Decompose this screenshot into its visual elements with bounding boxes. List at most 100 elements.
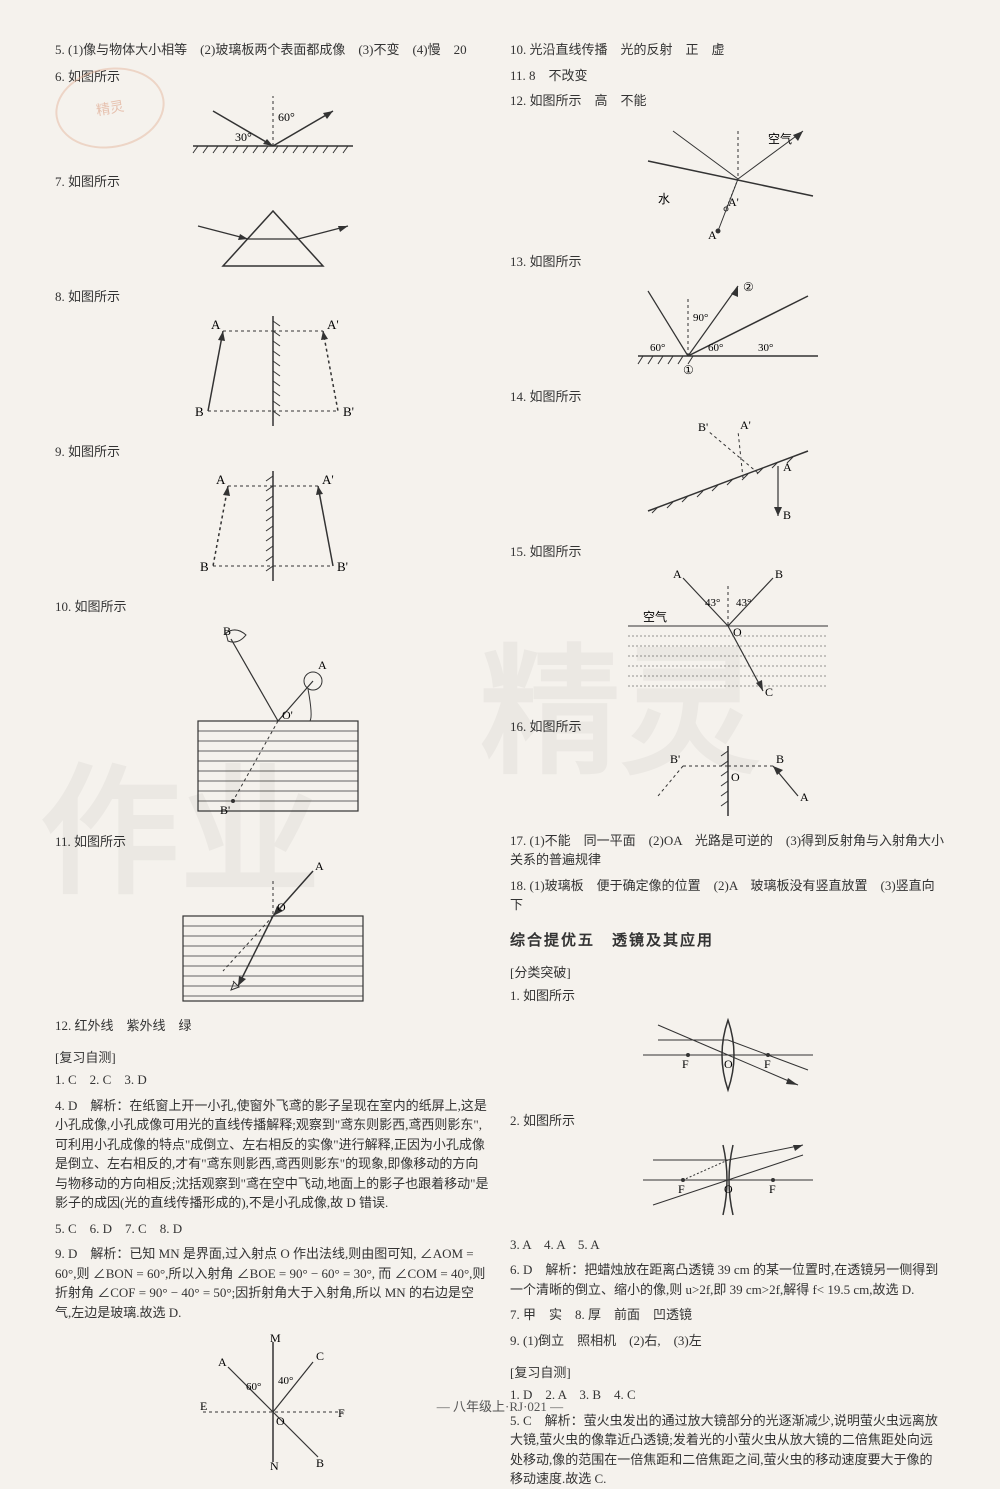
svg-text:30°: 30° [758,342,773,354]
svg-text:B: B [200,559,209,574]
svg-text:②: ② [743,280,754,294]
rq11: 11. 8 不改变 [510,66,945,86]
rq13: 13. 如图所示 [510,251,945,270]
q7: 7. 如图所示 [55,171,490,190]
svg-text:B: B [776,752,784,766]
svg-text:B': B' [220,803,230,817]
svg-text:60°: 60° [650,342,665,354]
svg-text:A: A [673,567,682,581]
svg-text:B: B [783,508,791,522]
svg-text:B: B [775,567,783,581]
rra5: 5. C 解析：萤火虫发出的通过放大镜部分的光逐渐减少,说明萤火虫远离放大镜,萤… [510,1411,945,1489]
svg-text:A': A' [728,195,739,209]
page-footer: — 八年级上·RJ·021 — [0,1396,1000,1415]
svg-text:A: A [216,472,226,487]
svg-text:A': A' [327,317,339,332]
svg-text:O': O' [282,708,293,722]
q10l: 10. 如图所示 [55,596,490,615]
svg-text:A: A [800,790,809,804]
diagram-11l: A O [55,856,490,1006]
svg-text:F: F [764,1057,771,1071]
svg-text:B': B' [343,404,354,419]
svg-text:B': B' [670,752,680,766]
svg-text:空气: 空气 [768,131,792,146]
page-container: 5. (1)像与物体大小相等 (2)玻璃板两个表面都成像 (3)不变 (4)慢 … [55,40,945,1360]
diagram-r16: A B B' O [510,741,945,821]
svg-text:O: O [724,1057,733,1071]
rq12: 12. 如图所示 高 不能 [510,91,945,111]
rq18: 18. (1)玻璃板 便于确定像的位置 (2)A 玻璃板没有竖直放置 (3)竖直… [510,876,945,915]
rq14: 14. 如图所示 [510,386,945,405]
svg-text:A': A' [322,472,334,487]
la5: 5. C 6. D 7. C 8. D [55,1219,490,1239]
rr6: 6. D 解析：把蜡烛放在距离凸透镜 39 cm 的某一位置时,在透镜另一侧得到… [510,1260,945,1299]
q9: 9. 如图所示 [55,441,490,460]
section-5-title: 综合提优五 透镜及其应用 [510,929,945,950]
q5: 5. (1)像与物体大小相等 (2)玻璃板两个表面都成像 (3)不变 (4)慢 … [55,40,490,60]
svg-text:A: A [315,859,324,873]
diagram-rr1: F O F [510,1010,945,1100]
rq15: 15. 如图所示 [510,541,945,560]
cat-header-right: [分类突破] [510,962,945,981]
left-column: 5. (1)像与物体大小相等 (2)玻璃板两个表面都成像 (3)不变 (4)慢 … [55,40,490,1360]
diagram-6: 60° 30° [55,91,490,161]
svg-text:A: A [211,317,221,332]
q12l: 12. 红外线 紫外线 绿 [55,1016,490,1036]
rr7: 7. 甲 实 8. 厚 前面 凹透镜 [510,1305,945,1325]
diagram-9: A A' B B' [55,466,490,586]
diagram-r12: 空气 水 A A' [510,121,945,241]
diagram-r14: A B A' B' [510,411,945,531]
diagram-8: A A' B B' [55,311,490,431]
svg-text:F: F [769,1182,776,1196]
q8: 8. 如图所示 [55,286,490,305]
diagram-r13: 60° 90° 60° 30° ① ② [510,276,945,376]
la4: 4. D 解析：在纸窗上开一小孔,使窗外飞鸢的影子呈现在室内的纸屏上,这是小孔成… [55,1096,490,1213]
review-header-left: [复习自测] [55,1047,490,1066]
la9: 9. D 解析：已知 MN 是界面,过入射点 O 作出法线,则由图可知, ∠AO… [55,1244,490,1322]
rq10: 10. 光沿直线传播 光的反射 正 虚 [510,40,945,60]
svg-text:B': B' [698,420,708,434]
svg-text:60°: 60° [246,1381,261,1393]
svg-text:O: O [276,1414,285,1428]
right-column: 10. 光沿直线传播 光的反射 正 虚 11. 8 不改变 12. 如图所示 高… [510,40,945,1360]
diagram-rr2: F O F [510,1135,945,1225]
svg-text:①: ① [683,363,694,376]
rr2: 2. 如图所示 [510,1110,945,1129]
svg-text:C: C [316,1349,324,1363]
rq17: 17. (1)不能 同一平面 (2)OA 光路是可逆的 (3)得到反射角与入射角… [510,831,945,870]
svg-text:90°: 90° [693,312,708,324]
svg-text:A: A [318,658,327,672]
svg-text:M: M [270,1332,281,1345]
diagram-r15: A B C O 空气 43° 43° [510,566,945,706]
q11l: 11. 如图所示 [55,831,490,850]
svg-text:60°: 60° [708,342,723,354]
svg-text:B': B' [337,559,348,574]
q6: 6. 如图所示 [55,66,490,85]
svg-text:F: F [678,1182,685,1196]
svg-text:O: O [724,1182,733,1196]
svg-text:B: B [223,624,231,638]
svg-text:C: C [765,685,773,699]
svg-text:A: A [783,460,792,474]
svg-text:A': A' [740,418,751,432]
review-header-right: [复习自测] [510,1362,945,1381]
rq16: 16. 如图所示 [510,716,945,735]
rr1: 1. 如图所示 [510,985,945,1004]
svg-text:水: 水 [658,192,670,206]
diagram-7 [55,196,490,276]
rr9: 9. (1)倒立 照相机 (2)右, (3)左 [510,1331,945,1351]
svg-text:A: A [708,228,717,241]
svg-text:30°: 30° [235,130,252,144]
svg-text:40°: 40° [278,1375,293,1387]
svg-text:B: B [316,1456,324,1470]
svg-text:F: F [682,1057,689,1071]
svg-text:60°: 60° [278,110,295,124]
svg-text:A: A [218,1355,227,1369]
svg-text:O: O [277,900,286,914]
svg-text:O: O [731,770,740,784]
svg-text:N: N [270,1459,279,1472]
svg-text:43°: 43° [705,597,720,609]
la1: 1. C 2. C 3. D [55,1070,490,1090]
svg-text:43°: 43° [736,597,751,609]
diagram-10l: A B O' B' [55,621,490,821]
